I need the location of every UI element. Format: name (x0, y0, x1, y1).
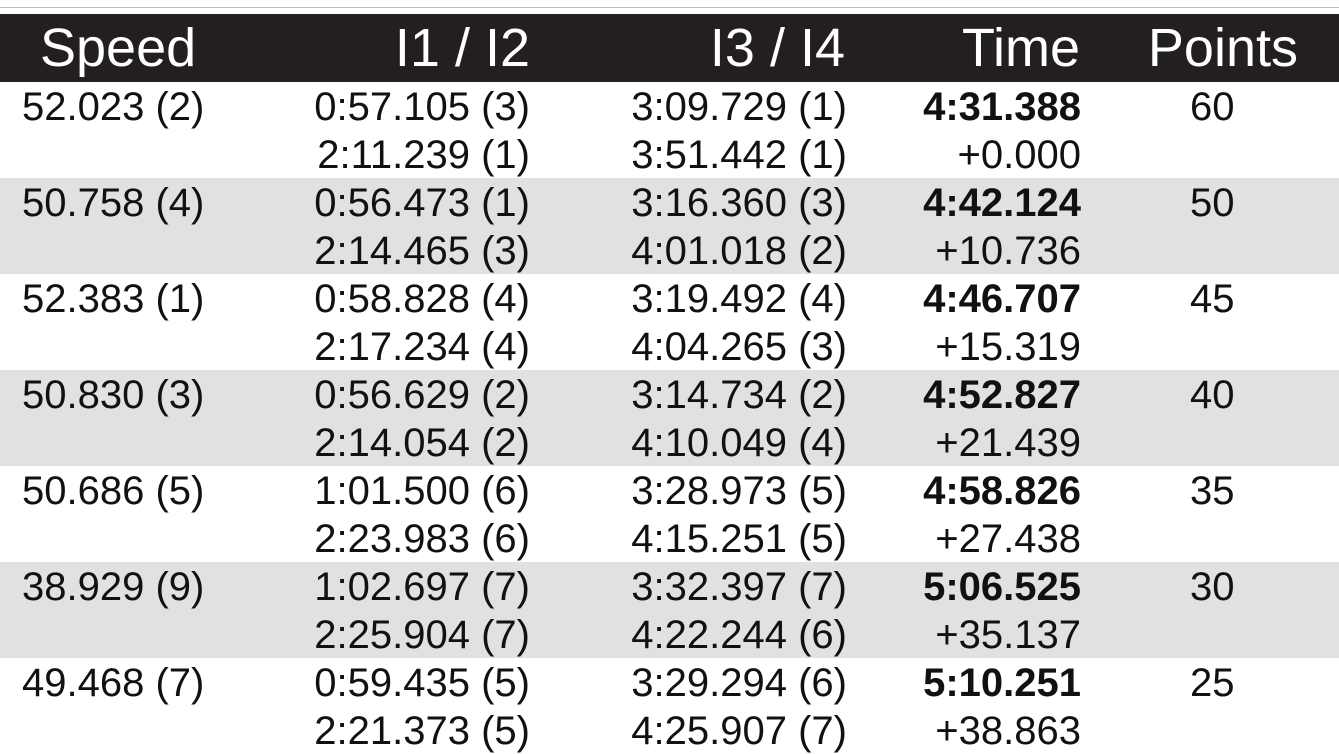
time-cell: 4:52.827 (923, 373, 1081, 417)
split-cell: 4:22.244 (6) (631, 613, 847, 657)
split-cell: 4:15.251 (5) (631, 517, 847, 561)
table-header: Speed I1 / I2 I3 / I4 Time Points (0, 14, 1339, 82)
top-rule (0, 7, 1339, 8)
table-row: 50.830 (3) 0:56.629 (2) 2:14.054 (2) 3:14.7… (0, 370, 1339, 466)
time-cell: 5:06.525 (923, 565, 1081, 609)
time-cell: 4:46.707 (923, 277, 1081, 321)
time-cell: 4:58.826 (923, 469, 1081, 513)
header-cell: I3 / I4 (709, 18, 845, 78)
points-cell: 35 (1190, 469, 1235, 513)
gap-cell: +38.863 (935, 709, 1081, 753)
gap-cell: +27.438 (935, 517, 1081, 561)
points-cell: 45 (1190, 277, 1235, 321)
speed-cell: 50.758 (4) (22, 181, 205, 225)
speed-cell: 52.383 (1) (22, 277, 205, 321)
speed-cell: 50.830 (3) (22, 373, 205, 417)
points-cell: 60 (1190, 85, 1235, 129)
split-cell: 4:10.049 (4) (631, 421, 847, 465)
split-cell: 3:32.397 (7) (631, 565, 847, 609)
split-cell: 2:11.239 (1) (317, 133, 530, 177)
table-row: 38.929 (9) 1:02.697 (7) 2:25.904 (7) 3:32.3… (0, 562, 1339, 658)
split-cell: 3:19.492 (4) (631, 277, 847, 321)
speed-cell: 49.468 (7) (22, 661, 205, 705)
gap-cell: +35.137 (935, 613, 1081, 657)
header-cell: Speed (40, 18, 197, 78)
split-cell: 2:21.373 (5) (314, 709, 530, 753)
split-cell: 1:01.500 (6) (314, 469, 530, 513)
gap-cell: +21.439 (935, 421, 1081, 465)
split-cell: 4:25.907 (7) (631, 709, 847, 753)
time-cell: 4:42.124 (923, 181, 1081, 225)
gap-cell: +0.000 (957, 133, 1081, 177)
split-cell: 3:16.360 (3) (631, 181, 847, 225)
split-cell: 4:01.018 (2) (631, 229, 847, 273)
header-cell: Points (1147, 18, 1298, 78)
speed-cell: 38.929 (9) (22, 565, 205, 609)
points-cell: 50 (1190, 181, 1235, 225)
split-cell: 3:28.973 (5) (631, 469, 847, 513)
points-cell: 40 (1190, 373, 1235, 417)
split-cell: 1:02.697 (7) (314, 565, 530, 609)
table-row: 49.468 (7) 0:59.435 (5) 2:21.373 (5) 3:29.2… (0, 658, 1339, 754)
header-cell: I1 / I2 (394, 18, 530, 78)
split-cell: 0:57.105 (3) (314, 85, 530, 129)
table-row: 52.383 (1) 0:58.828 (4) 2:17.234 (4) 3:19.4… (0, 274, 1339, 370)
split-cell: 2:25.904 (7) (314, 613, 530, 657)
split-cell: 2:17.234 (4) (314, 325, 530, 369)
split-cell: 0:56.629 (2) (314, 373, 530, 417)
split-cell: 2:14.465 (3) (314, 229, 530, 273)
split-cell: 2:23.983 (6) (314, 517, 530, 561)
speed-cell: 50.686 (5) (22, 469, 205, 513)
points-cell: 25 (1190, 661, 1235, 705)
table-row: 52.023 (2) 0:57.105 (3) 2:11.239 (1) 3:09.7… (0, 82, 1339, 178)
table-row: 50.758 (4) 0:56.473 (1) 2:14.465 (3) 3:16.3… (0, 178, 1339, 274)
table-row: 50.686 (5) 1:01.500 (6) 2:23.983 (6) 3:28.9… (0, 466, 1339, 562)
split-cell: 4:04.265 (3) (631, 325, 847, 369)
points-cell: 30 (1190, 565, 1235, 609)
split-cell: 0:58.828 (4) (314, 277, 530, 321)
split-cell: 0:56.473 (1) (314, 181, 530, 225)
header-cell: Time (962, 18, 1080, 78)
gap-cell: +15.319 (935, 325, 1081, 369)
gap-cell: +10.736 (935, 229, 1081, 273)
split-cell: 3:29.294 (6) (631, 661, 847, 705)
speed-cell: 52.023 (2) (22, 85, 205, 129)
time-cell: 5:10.251 (923, 661, 1081, 705)
split-cell: 3:51.442 (1) (631, 133, 847, 177)
split-cell: 2:14.054 (2) (314, 421, 530, 465)
split-cell: 3:14.734 (2) (631, 373, 847, 417)
time-cell: 4:31.388 (923, 85, 1081, 129)
split-cell: 0:59.435 (5) (314, 661, 530, 705)
split-cell: 3:09.729 (1) (631, 85, 847, 129)
